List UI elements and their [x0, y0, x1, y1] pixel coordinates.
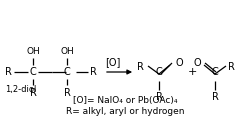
Text: +: + — [187, 67, 197, 77]
Text: R= alkyl, aryl or hydrogen: R= alkyl, aryl or hydrogen — [66, 107, 184, 117]
Text: R: R — [137, 62, 144, 72]
Text: R: R — [90, 67, 97, 77]
Text: R: R — [212, 92, 218, 102]
Text: OH: OH — [60, 47, 74, 56]
Text: C: C — [64, 67, 70, 77]
Text: [O]: [O] — [105, 57, 121, 67]
Text: R: R — [30, 88, 36, 98]
Text: C: C — [30, 67, 36, 77]
Text: O: O — [176, 58, 184, 68]
Text: 1,2-diol: 1,2-diol — [5, 85, 36, 94]
Text: OH: OH — [26, 47, 40, 56]
Text: R: R — [156, 92, 162, 102]
Text: [O]= NaIO₄ or Pb(OAc)₄: [O]= NaIO₄ or Pb(OAc)₄ — [73, 95, 177, 105]
Text: R: R — [64, 88, 70, 98]
Text: C: C — [156, 67, 162, 77]
Text: R: R — [228, 62, 235, 72]
Text: O: O — [194, 58, 201, 68]
Text: R: R — [5, 67, 12, 77]
Text: C: C — [212, 67, 218, 77]
